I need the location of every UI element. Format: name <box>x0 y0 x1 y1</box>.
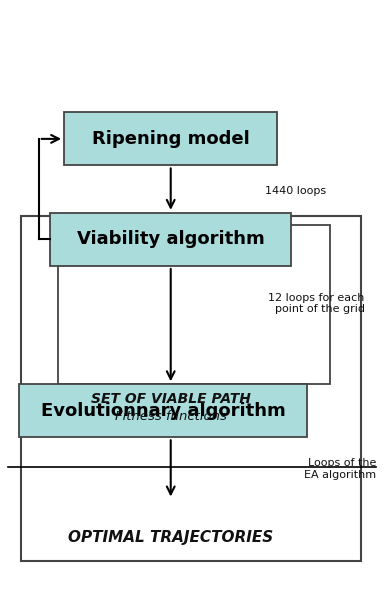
Text: Fitness functions: Fitness functions <box>115 410 227 423</box>
Text: Viability algorithm: Viability algorithm <box>77 230 265 248</box>
FancyBboxPatch shape <box>50 213 291 266</box>
Text: Evolutionnary algorithm: Evolutionnary algorithm <box>41 402 285 420</box>
FancyBboxPatch shape <box>64 112 277 165</box>
FancyBboxPatch shape <box>21 216 361 561</box>
Text: SET OF VIABLE PATH: SET OF VIABLE PATH <box>91 392 251 406</box>
Text: OPTIMAL TRAJECTORIES: OPTIMAL TRAJECTORIES <box>68 530 273 545</box>
Text: Loops of the
EA algorithm: Loops of the EA algorithm <box>304 458 376 480</box>
FancyBboxPatch shape <box>58 225 330 384</box>
Text: 1440 loops: 1440 loops <box>265 186 326 196</box>
FancyBboxPatch shape <box>19 384 307 437</box>
Text: Ripening model: Ripening model <box>92 130 249 148</box>
Text: 12 loops for each
point of the grid: 12 loops for each point of the grid <box>268 293 365 314</box>
